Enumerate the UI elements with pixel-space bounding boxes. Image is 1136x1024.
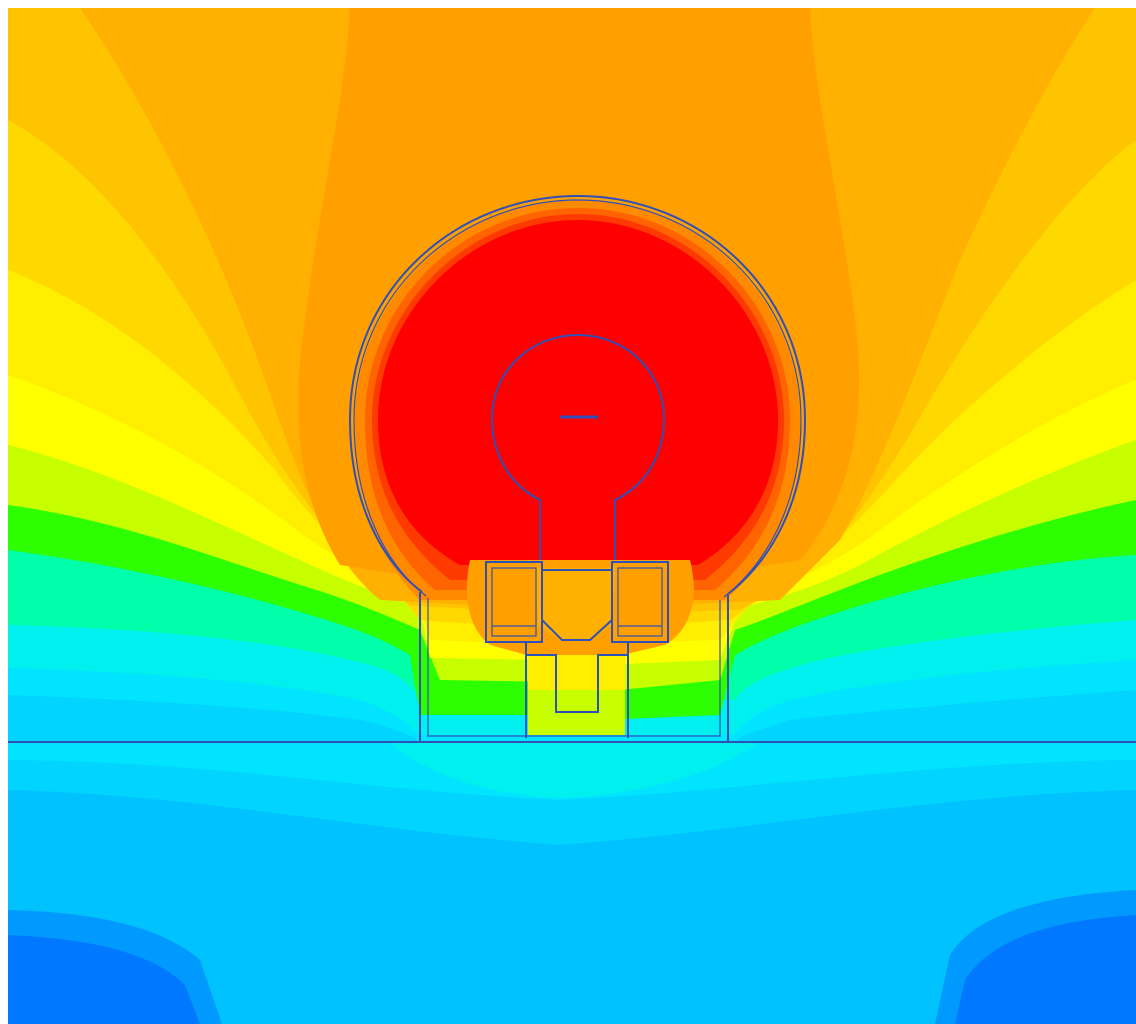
band-lower-0 xyxy=(390,742,760,798)
contour-bands xyxy=(8,8,1136,1024)
housing-outline-inner xyxy=(427,598,721,737)
filament-stem-outline xyxy=(490,333,666,560)
right-socket-block-inner xyxy=(617,567,663,637)
center-cap-outline xyxy=(541,569,613,641)
band-lower-deepest-right xyxy=(955,915,1136,1024)
band-hot-core xyxy=(378,220,778,565)
bulb-outline-outer xyxy=(348,194,807,595)
band-plug-amber xyxy=(535,568,615,640)
component-outline xyxy=(8,194,1136,743)
band-lower-deepest-left xyxy=(8,935,200,1024)
bulb-outline-inner xyxy=(353,199,802,598)
left-socket-block-inner xyxy=(491,567,537,637)
base-pin-outline xyxy=(525,642,629,738)
